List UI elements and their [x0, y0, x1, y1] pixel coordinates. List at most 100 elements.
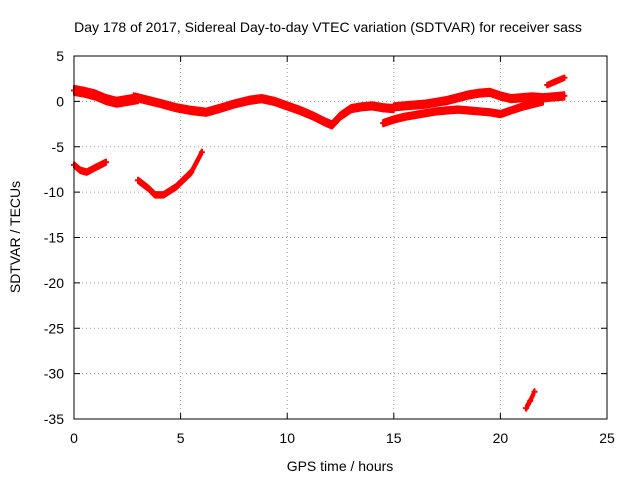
data-point	[113, 99, 120, 106]
trace-main-b-band	[132, 92, 395, 130]
x-axis-label: GPS time / hours	[287, 458, 394, 474]
data-point	[540, 98, 547, 105]
data-point	[412, 102, 419, 109]
axis-ticks: 0 5 10 15 20 25 -35 -30 -25 -20 -15 -10 -5 0 5	[44, 48, 615, 446]
trace-neg-early-band	[73, 158, 107, 176]
x-tick-label: 25	[599, 430, 615, 446]
data-point	[124, 97, 131, 104]
series-layer	[71, 74, 568, 412]
data-point	[83, 169, 90, 176]
y-tick-label: -35	[44, 411, 64, 427]
data-point	[401, 102, 408, 109]
data-point	[245, 97, 252, 104]
plot-frame	[73, 55, 608, 420]
data-point	[145, 185, 152, 192]
data-point	[92, 92, 99, 99]
trace-high	[544, 74, 568, 89]
data-point	[215, 105, 222, 112]
data-point	[552, 78, 559, 85]
y-tick-label: -10	[44, 184, 64, 200]
trace-main-c	[390, 87, 568, 112]
data-point	[486, 109, 493, 116]
data-point	[130, 93, 137, 100]
data-point	[486, 89, 493, 96]
data-point	[529, 101, 536, 108]
data-point	[102, 96, 109, 103]
data-point	[160, 191, 167, 198]
data-point	[508, 107, 515, 114]
data-point	[258, 95, 265, 102]
trace-neg-mid-band	[137, 148, 203, 199]
trace-main-a-band	[73, 84, 139, 108]
y-tick-label: 5	[56, 48, 64, 64]
data-point	[309, 112, 316, 119]
data-point	[188, 107, 195, 114]
y-tick-label: -20	[44, 275, 64, 291]
data-point	[465, 107, 472, 114]
y-axis-label: SDTVAR / TECUs	[7, 181, 23, 293]
y-tick-label: -30	[44, 366, 64, 382]
trace-neg-early	[71, 158, 109, 176]
data-point	[348, 105, 355, 112]
data-point	[102, 159, 109, 166]
data-point	[444, 97, 451, 104]
data-point	[390, 116, 397, 123]
data-point	[188, 169, 195, 176]
data-point	[497, 111, 504, 118]
trace-main-d-band	[382, 97, 544, 128]
x-tick-label: 10	[279, 430, 295, 446]
data-point	[271, 98, 278, 105]
x-tick-label: 0	[70, 430, 78, 446]
data-point	[508, 95, 515, 102]
data-point	[422, 110, 429, 117]
trace-main-b	[130, 92, 397, 130]
data-point	[433, 99, 440, 106]
trace-main-d	[380, 97, 547, 128]
data-point	[522, 405, 529, 412]
grid	[74, 56, 607, 419]
data-point	[465, 92, 472, 99]
data-point	[81, 89, 88, 96]
data-point	[284, 102, 291, 109]
x-tick-label: 5	[177, 430, 185, 446]
data-point	[134, 177, 141, 184]
data-point	[444, 107, 451, 114]
x-tick-label: 20	[493, 430, 509, 446]
data-point	[203, 109, 210, 116]
data-point	[433, 108, 440, 115]
data-point	[412, 111, 419, 118]
data-point	[561, 92, 568, 99]
x-tick-label: 15	[386, 430, 402, 446]
data-point	[529, 93, 536, 100]
trace-deep	[522, 388, 538, 412]
data-point	[173, 104, 180, 111]
data-point	[156, 100, 163, 107]
data-point	[518, 94, 525, 101]
data-point	[561, 74, 568, 81]
data-point	[544, 82, 551, 89]
data-point	[497, 92, 504, 99]
data-point	[92, 164, 99, 171]
data-point	[328, 121, 335, 128]
data-point	[476, 90, 483, 97]
data-point	[527, 397, 534, 404]
y-tick-label: -25	[44, 320, 64, 336]
data-point	[198, 149, 205, 156]
y-tick-label: 0	[56, 93, 64, 109]
data-point	[322, 119, 329, 126]
data-point	[518, 103, 525, 110]
data-point	[454, 94, 461, 101]
data-point	[454, 106, 461, 113]
data-point	[141, 96, 148, 103]
data-point	[401, 113, 408, 120]
data-point	[296, 107, 303, 114]
data-point	[173, 183, 180, 190]
data-point	[337, 112, 344, 119]
data-point	[390, 103, 397, 110]
data-point	[531, 388, 538, 395]
data-point	[152, 191, 159, 198]
data-point	[230, 101, 237, 108]
trace-main-a	[71, 84, 141, 108]
data-point	[77, 167, 84, 174]
